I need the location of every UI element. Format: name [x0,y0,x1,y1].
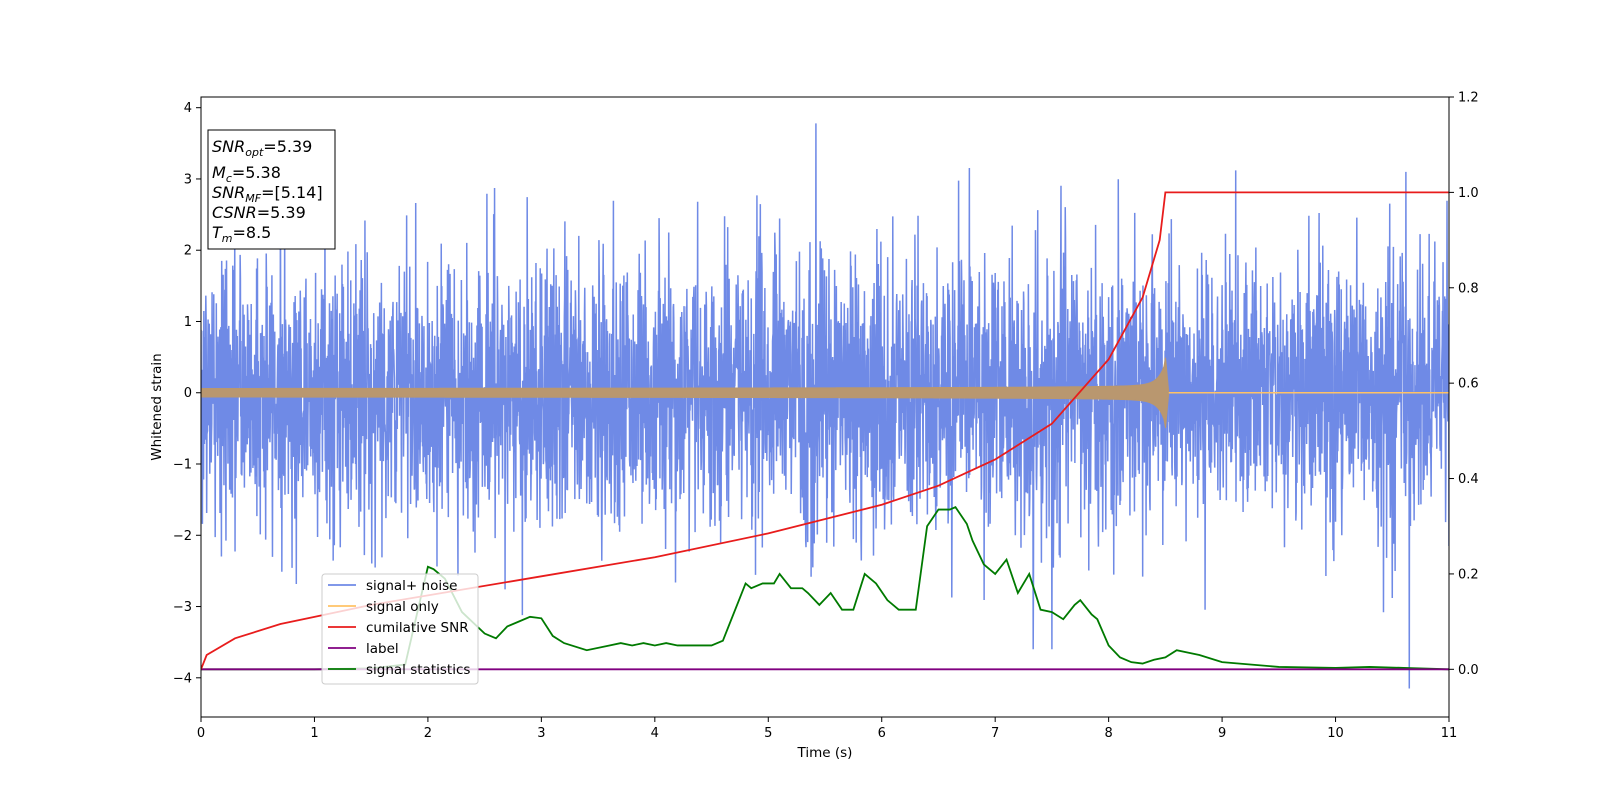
y-tick-label: 4 [184,101,192,116]
y2-tick-label: 1.0 [1458,186,1479,201]
y2-tick-label: 0.0 [1458,663,1479,678]
x-tick-label: 10 [1327,726,1344,741]
x-tick-label: 11 [1441,726,1458,741]
x-tick-label: 1 [310,726,318,741]
series-signal-only-band [201,357,1170,428]
metrics-annotation-box: SNRopt=5.39 Mc=5.38 SNRMF=[5.14] CSNR=5.… [207,129,336,250]
annotation-snr-opt: SNRopt=5.39 [212,137,312,159]
legend-label-signal-only: signal only [366,599,439,615]
legend-label-label: label [366,641,399,657]
legend: signal+ noise signal only cumilative SNR… [321,573,479,685]
legend-label-cumulative-snr: cumilative SNR [366,620,469,636]
y-tick-label: 0 [184,386,192,401]
annotation-csnr: CSNR=5.39 [212,203,306,222]
annotation-merger-time: Tm=8.5 [212,223,271,245]
y2-tick-label: 1.2 [1458,91,1479,106]
x-tick-label: 3 [537,726,545,741]
y-tick-label: 3 [184,172,192,187]
y-axis-right: 0.0 0.2 0.4 0.6 0.8 1.0 1.2 [1449,91,1479,678]
series-signal-statistics-line [201,506,1449,671]
x-axis-label: Time (s) [797,745,853,761]
x-tick-label: 4 [651,726,659,741]
plot-area [201,123,1449,689]
legend-label-signal-noise: signal+ noise [366,578,457,594]
x-tick-label: 6 [878,726,886,741]
y-axis-label: Whitened strain [149,353,165,460]
y-tick-label: −4 [173,671,192,686]
y2-tick-label: 0.8 [1458,281,1479,296]
legend-frame [321,573,479,685]
x-tick-label: 8 [1104,726,1112,741]
y-tick-label: −2 [173,529,192,544]
y2-tick-label: 0.2 [1458,567,1479,582]
y2-tick-label: 0.6 [1458,377,1479,392]
legend-label-signal-statistics: signal statistics [366,662,470,678]
y-tick-label: −1 [173,458,192,473]
y-tick-label: 1 [184,315,192,330]
x-tick-label: 0 [197,726,205,741]
y-tick-label: −3 [173,600,192,615]
x-axis: 0 1 2 3 4 5 6 7 8 9 10 11 [197,717,1457,741]
axes-frame [200,96,1450,718]
x-tick-label: 7 [991,726,999,741]
x-tick-label: 2 [424,726,432,741]
y2-tick-label: 0.4 [1458,472,1479,487]
annotation-snr-mf: SNRMF=[5.14] [212,183,323,205]
y-axis-left: −4 −3 −2 −1 0 1 2 3 4 [173,101,201,686]
series-cumulative-snr-line [201,191,1449,670]
y-tick-label: 2 [184,244,192,259]
x-tick-label: 9 [1218,726,1226,741]
x-tick-label: 5 [764,726,772,741]
series-signal-noise-line [201,123,1449,689]
annotation-frame [207,129,336,250]
annotation-chirp-mass: Mc=5.38 [212,163,281,185]
